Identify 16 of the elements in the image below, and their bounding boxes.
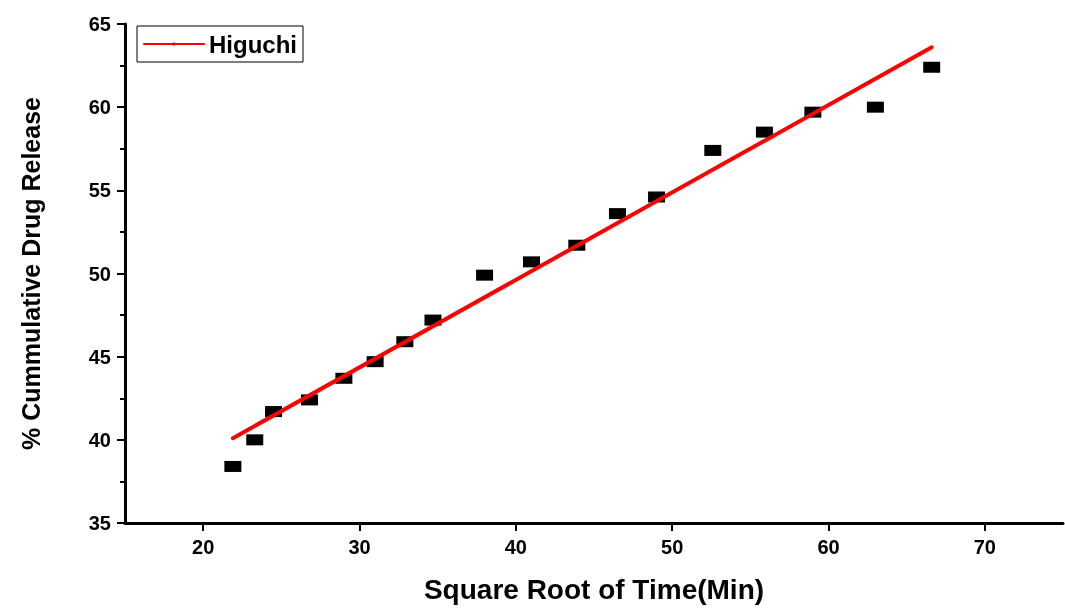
y-tick-label: 50 xyxy=(88,262,111,285)
y-axis-title: % Cummulative Drug Release xyxy=(16,96,45,450)
x-tick-label: 20 xyxy=(192,536,215,558)
x-tick-label: 70 xyxy=(973,536,996,558)
x-tick-label: 30 xyxy=(348,536,371,558)
x-tick-label: 40 xyxy=(504,536,527,558)
legend-label: Higuchi xyxy=(209,30,297,58)
y-tick-label: 45 xyxy=(88,345,111,368)
y-tick-label: 40 xyxy=(88,428,111,451)
x-tick-label: 60 xyxy=(817,536,840,558)
y-tick-label: 65 xyxy=(88,13,111,35)
y-tick-label: 35 xyxy=(88,512,111,534)
x-axis-title: Square Root of Time(Min) xyxy=(423,573,765,605)
x-tick-label: 50 xyxy=(661,536,684,558)
y-tick-label: 55 xyxy=(88,179,111,202)
y-tick-label: 60 xyxy=(88,96,111,119)
